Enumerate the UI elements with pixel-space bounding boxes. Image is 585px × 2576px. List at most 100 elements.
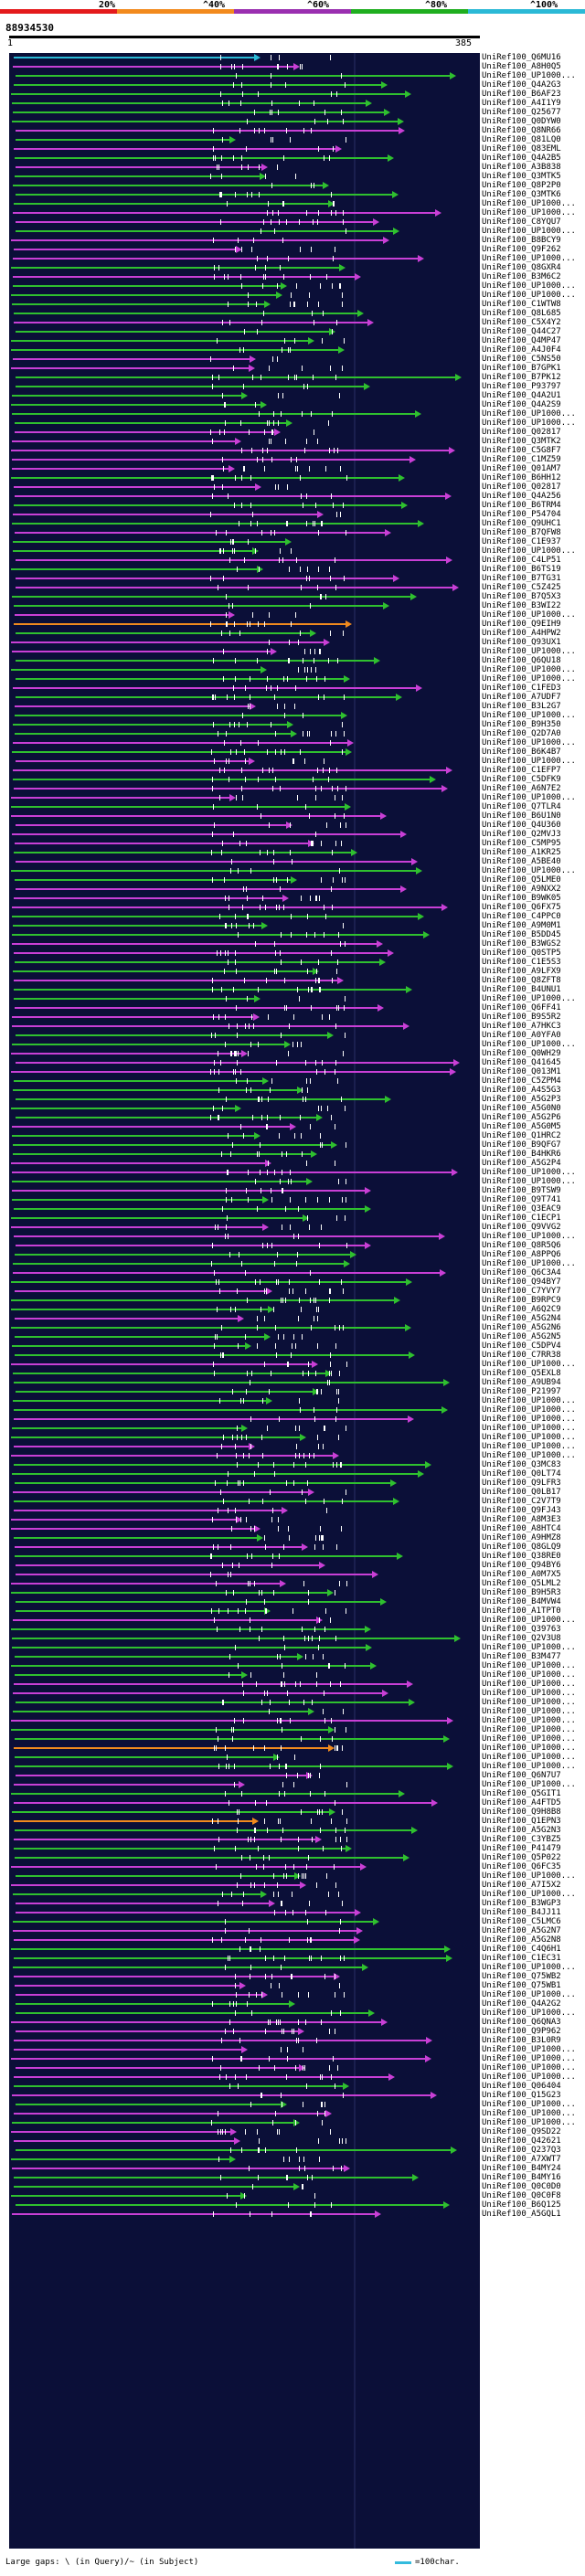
hit-label[interactable]: UniRef100_A4FTD5 (482, 1798, 561, 1807)
hit-label[interactable]: UniRef100_Q0C0F8 (482, 2191, 561, 2200)
hit-label[interactable]: UniRef100_C4PPC0 (482, 912, 561, 921)
hit-label[interactable]: UniRef100_C5X4Y2 (482, 318, 561, 327)
hit-label[interactable]: UniRef100_Q9T741 (482, 1195, 561, 1204)
hit-label[interactable]: UniRef100_Q3EAC9 (482, 1204, 561, 1214)
hit-label[interactable]: UniRef100_Q0STP5 (482, 949, 561, 958)
hit-label[interactable]: UniRef100_Q8NR66 (482, 126, 561, 135)
hit-label[interactable]: UniRef100_C5ZPM4 (482, 1076, 561, 1086)
hit-label[interactable]: UniRef100_B6AF23 (482, 90, 561, 99)
hit-label[interactable]: UniRef100_A9M0M1 (482, 921, 561, 930)
hit-label[interactable]: UniRef100_UP1000... (482, 409, 576, 419)
hit-label[interactable]: UniRef100_C3YBZ5 (482, 1835, 561, 1844)
hit-label[interactable]: UniRef100_A4S5G3 (482, 1086, 561, 1095)
hit-label[interactable]: UniRef100_UP1000... (482, 2045, 576, 2054)
hit-label[interactable]: UniRef100_UP1000... (482, 2063, 576, 2072)
hit-label[interactable]: UniRef100_B6U1N0 (482, 811, 561, 821)
hit-label[interactable]: UniRef100_B3L0R9 (482, 2036, 561, 2045)
hit-label[interactable]: UniRef100_A5G2N3 (482, 1826, 561, 1835)
hit-label[interactable]: UniRef100_Q06404 (482, 2082, 561, 2091)
hit-label[interactable]: UniRef100_UP1000... (482, 2054, 576, 2063)
hit-label[interactable]: UniRef100_UP1000... (482, 1780, 576, 1789)
hit-label[interactable]: UniRef100_A0YFA0 (482, 1031, 561, 1040)
hit-label[interactable]: UniRef100_A5BE40 (482, 857, 561, 866)
hit-label[interactable]: UniRef100_B3M477 (482, 1652, 561, 1661)
hit-label[interactable]: UniRef100_A7HKC3 (482, 1022, 561, 1031)
hit-label[interactable]: UniRef100_Q9UHC1 (482, 519, 561, 528)
hit-label[interactable]: UniRef100_C1MZ59 (482, 455, 561, 464)
hit-label[interactable]: UniRef100_UP1000... (482, 1405, 576, 1415)
hit-label[interactable]: UniRef100_UP1000... (482, 1168, 576, 1177)
hit-label[interactable]: UniRef100_B7PK12 (482, 373, 561, 382)
hit-label[interactable]: UniRef100_Q8GLQ9 (482, 1542, 561, 1552)
hit-label[interactable]: UniRef100_Q4A2U1 (482, 391, 561, 400)
hit-label[interactable]: UniRef100_UP1000... (482, 2009, 576, 2018)
hit-label[interactable]: UniRef100_Q9VVG2 (482, 1223, 561, 1232)
hit-label[interactable]: UniRef100_Q6N7U7 (482, 1771, 561, 1780)
hit-label[interactable]: UniRef100_UP1000... (482, 1963, 576, 1972)
hit-label[interactable]: UniRef100_Q8R5Q6 (482, 1241, 561, 1250)
hit-label[interactable]: UniRef100_Q83EML (482, 144, 561, 154)
hit-label[interactable]: UniRef100_B4MVW4 (482, 1597, 561, 1606)
hit-label[interactable]: UniRef100_Q02817 (482, 428, 561, 437)
hit-label[interactable]: UniRef100_C5LMC6 (482, 1917, 561, 1926)
hit-label[interactable]: UniRef100_A5G2P3 (482, 1095, 561, 1104)
hit-label[interactable]: UniRef100_Q75WB2 (482, 1972, 561, 1981)
hit-label[interactable]: UniRef100_A6Q2C9 (482, 1305, 561, 1314)
hit-label[interactable]: UniRef100_UP1000... (482, 1661, 576, 1670)
hit-label[interactable]: UniRef100_B3L2G7 (482, 702, 561, 711)
hit-label[interactable]: UniRef100_Q1EPN3 (482, 1817, 561, 1826)
hit-label[interactable]: UniRef100_Q0C0D0 (482, 2182, 561, 2191)
hit-label[interactable]: UniRef100_Q8L685 (482, 309, 561, 318)
hit-label[interactable]: UniRef100_UP1000... (482, 1680, 576, 1689)
hit-label[interactable]: UniRef100_A5G2N6 (482, 1323, 561, 1332)
hit-label[interactable]: UniRef100_C4Q6H1 (482, 1945, 561, 1954)
hit-label[interactable]: UniRef100_B7GPK1 (482, 364, 561, 373)
hit-label[interactable]: UniRef100_Q0LB17 (482, 1488, 561, 1497)
hit-label[interactable]: UniRef100_UP1000... (482, 1040, 576, 1049)
hit-label[interactable]: UniRef100_UP1000... (482, 227, 576, 236)
hit-label[interactable]: UniRef100_Q9LFR3 (482, 1479, 561, 1488)
hit-label[interactable]: UniRef100_UP1000... (482, 1415, 576, 1424)
hit-label[interactable]: UniRef100_Q4A256 (482, 492, 561, 501)
hit-label[interactable]: UniRef100_B7TG31 (482, 574, 561, 583)
hit-label[interactable]: UniRef100_Q01AM7 (482, 464, 561, 473)
hit-label[interactable]: UniRef100_UP1000... (482, 199, 576, 208)
hit-label[interactable]: UniRef100_Q0DYW0 (482, 117, 561, 126)
hit-label[interactable]: UniRef100_C5MP95 (482, 839, 561, 848)
hit-label[interactable]: UniRef100_P21997 (482, 1387, 561, 1396)
hit-label[interactable]: UniRef100_B3WGS2 (482, 939, 561, 949)
hit-label[interactable]: UniRef100_Q81LQ0 (482, 135, 561, 144)
hit-label[interactable]: UniRef100_UP1000... (482, 866, 576, 875)
hit-label[interactable]: UniRef100_UP1000... (482, 1734, 576, 1744)
hit-label[interactable]: UniRef100_UP1000... (482, 2109, 576, 2118)
hit-label[interactable]: UniRef100_B4UNU1 (482, 985, 561, 994)
hit-label[interactable]: UniRef100_UP1000... (482, 1670, 576, 1680)
hit-label[interactable]: UniRef100_UP1000... (482, 1643, 576, 1652)
hit-label[interactable]: UniRef100_C8YQU7 (482, 217, 561, 227)
hit-label[interactable]: UniRef100_C1EC31 (482, 1954, 561, 1963)
hit-label[interactable]: UniRef100_B7QFW8 (482, 528, 561, 537)
hit-label[interactable]: UniRef100_A9LFX9 (482, 967, 561, 976)
hit-label[interactable]: UniRef100_A6N7E2 (482, 784, 561, 793)
hit-label[interactable]: UniRef100_UP1000... (482, 711, 576, 720)
hit-label[interactable]: UniRef100_Q9SD22 (482, 2127, 561, 2136)
hit-label[interactable]: UniRef100_C5DFK9 (482, 775, 561, 784)
hit-label[interactable]: UniRef100_UP1000... (482, 1762, 576, 1771)
hit-label[interactable]: UniRef100_B8BCY9 (482, 236, 561, 245)
hit-label[interactable]: UniRef100_UP1000... (482, 1753, 576, 1762)
hit-label[interactable]: UniRef100_A7XWT7 (482, 2155, 561, 2164)
hit-label[interactable]: UniRef100_Q013M1 (482, 1067, 561, 1076)
hit-label[interactable]: UniRef100_Q6FX75 (482, 903, 561, 912)
hit-label[interactable]: UniRef100_C1E5S3 (482, 958, 561, 967)
hit-label[interactable]: UniRef100_B9WK05 (482, 894, 561, 903)
hit-label[interactable]: UniRef100_UP1000... (482, 1725, 576, 1734)
hit-label[interactable]: UniRef100_Q8GXR4 (482, 263, 561, 272)
hit-label[interactable]: UniRef100_UP1000... (482, 2100, 576, 2109)
hit-label[interactable]: UniRef100_A3B838 (482, 163, 561, 172)
hit-label[interactable]: UniRef100_B9H5R3 (482, 1588, 561, 1597)
hit-label[interactable]: UniRef100_A5G0M5 (482, 1122, 561, 1131)
hit-label[interactable]: UniRef100_B9QFG7 (482, 1140, 561, 1150)
hit-label[interactable]: UniRef100_Q6QU18 (482, 656, 561, 665)
hit-label[interactable]: UniRef100_Q9H8B8 (482, 1807, 561, 1817)
hit-label[interactable]: UniRef100_B6TRM4 (482, 501, 561, 510)
